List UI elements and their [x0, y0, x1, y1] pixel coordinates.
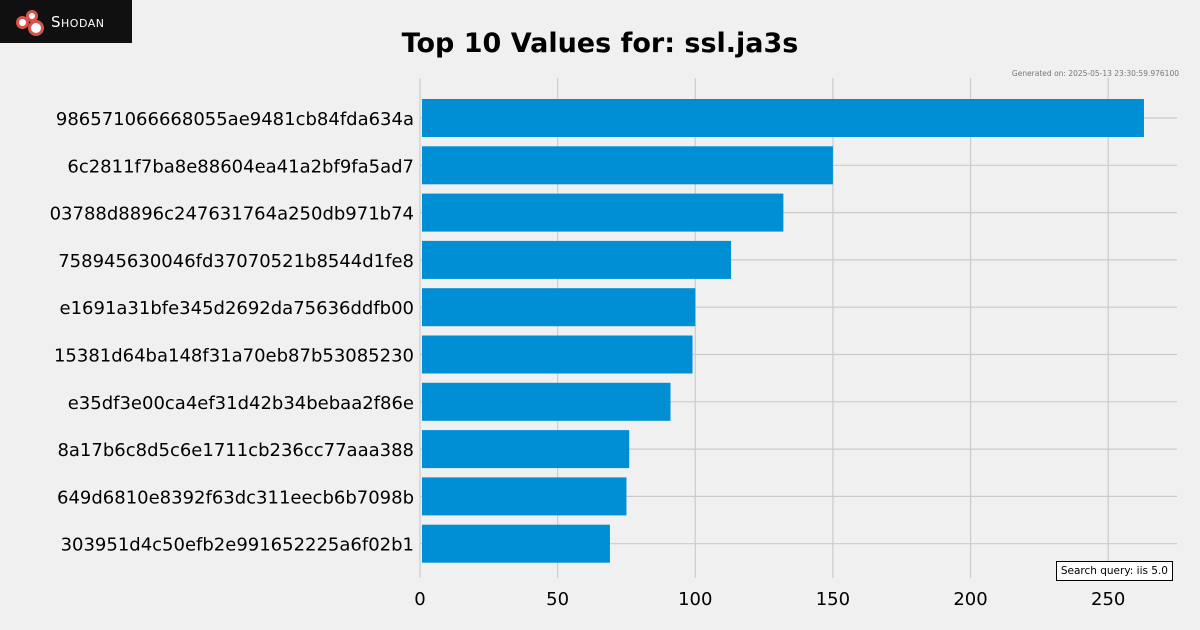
chart-title: Top 10 Values for: ssl.ja3s [401, 28, 799, 59]
category-label: 8a17b6c8d5c6e1711cb236cc77aaa388 [57, 440, 414, 461]
category-label: 649d6810e8392f63dc311eecb6b7098b [57, 487, 414, 508]
bar [422, 288, 696, 327]
bar [422, 524, 610, 563]
shodan-logo: Shodan [0, 0, 132, 43]
x-tick-labels: 0 50 100 150 200 250 [414, 589, 1125, 610]
category-label: 758945630046fd37070521b8544d1fe8 [58, 251, 414, 272]
bar [422, 193, 784, 232]
bar [422, 240, 732, 279]
category-label: 03788d8896c247631764a250db971b74 [50, 204, 414, 225]
logo-text: Shodan [51, 12, 105, 31]
bar [422, 146, 833, 185]
category-label: 303951d4c50efb2e991652225a6f02b1 [61, 535, 414, 556]
category-label: 15381d64ba148f31a70eb87b53085230 [54, 346, 414, 367]
category-label: e1691a31bfe345d2692da75636ddfb00 [60, 298, 414, 319]
x-tick-label: 100 [678, 589, 712, 610]
x-tick-label: 200 [953, 589, 987, 610]
bar [422, 99, 1144, 137]
category-label: 6c2811f7ba8e88604ea41a2bf9fa5ad7 [67, 156, 414, 177]
bar [422, 477, 627, 516]
x-tick-label: 150 [816, 589, 850, 610]
chart-bars [422, 99, 1144, 563]
search-query-box: Search query: iis 5.0 [1055, 561, 1173, 581]
generated-timestamp: Generated on: 2025-05-13 23:30:59.976100 [1011, 69, 1179, 78]
bar [422, 430, 630, 469]
category-labels: 986571066668055ae9481cb84fda634a 6c2811f7… [50, 109, 414, 556]
x-tick-label: 50 [546, 589, 569, 610]
x-tick-label: 0 [414, 589, 425, 610]
bar [422, 382, 671, 421]
shodan-logo-icon [14, 7, 48, 37]
x-tick-label: 250 [1091, 589, 1125, 610]
bar [422, 335, 693, 374]
category-label: e35df3e00ca4ef31d42b34bebaa2f86e [68, 393, 414, 414]
category-label: 986571066668055ae9481cb84fda634a [56, 109, 414, 130]
